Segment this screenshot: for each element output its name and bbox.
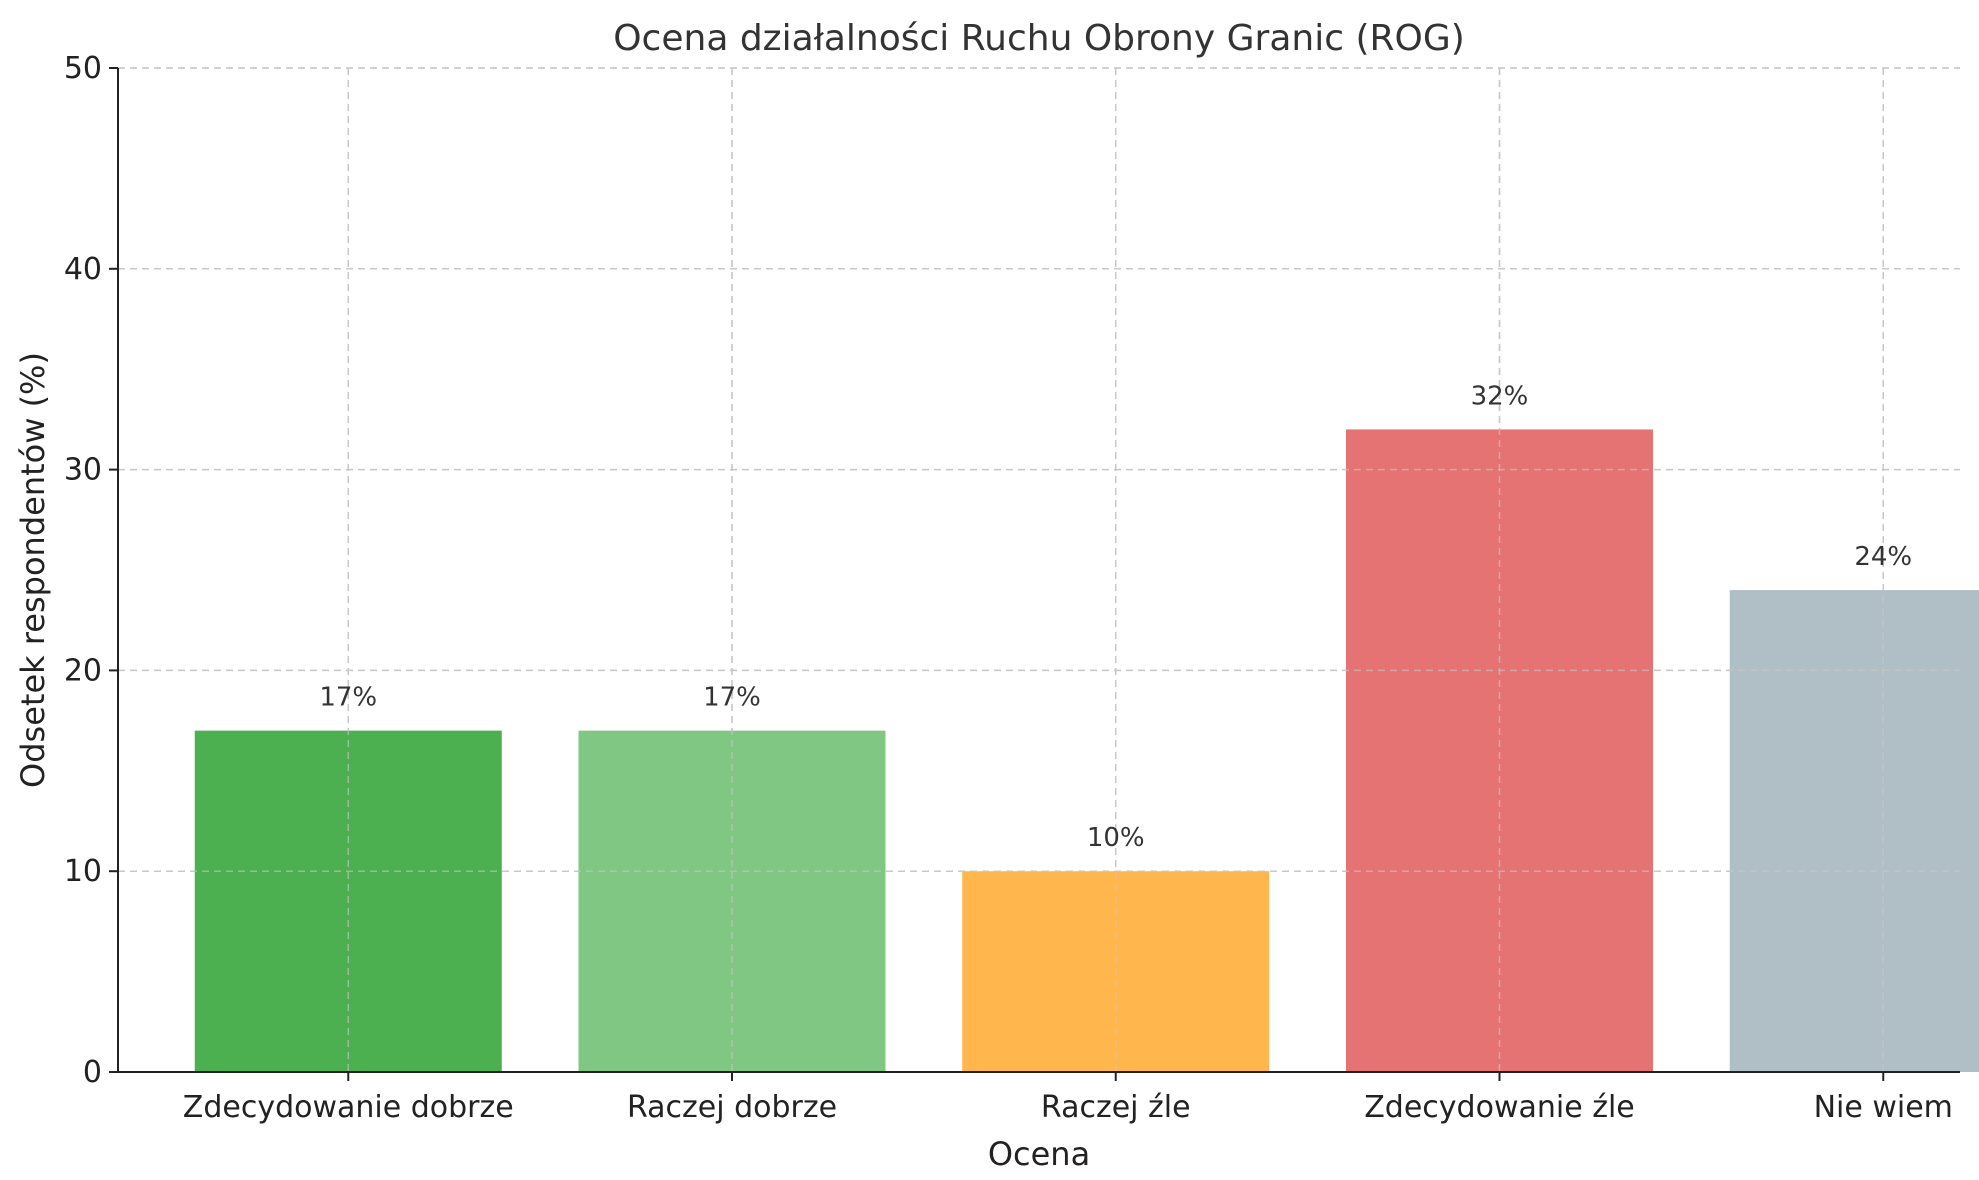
chart-title: Ocena działalności Ruchu Obrony Granic (… xyxy=(613,18,1465,59)
x-tick-label: Raczej dobrze xyxy=(627,1090,837,1125)
y-tick-label: 50 xyxy=(64,51,102,86)
y-tick-label: 30 xyxy=(64,453,102,488)
data-label: 17% xyxy=(703,683,761,713)
data-labels: 17% 17% 10% 32% 24% xyxy=(319,381,1912,853)
y-ticks: 0 10 20 30 40 50 xyxy=(64,51,118,1090)
data-label: 10% xyxy=(1087,823,1145,853)
x-axis-label: Ocena xyxy=(988,1135,1090,1173)
axes xyxy=(117,68,1960,1073)
data-label: 32% xyxy=(1471,381,1529,411)
x-tick-label: Nie wiem xyxy=(1814,1090,1953,1125)
x-ticks: Zdecydowanie dobrze Raczej dobrze Raczej ź… xyxy=(183,1072,1953,1125)
data-label: 24% xyxy=(1854,542,1912,572)
y-tick-label: 40 xyxy=(64,252,102,287)
y-tick-label: 10 xyxy=(64,854,102,889)
x-tick-label: Zdecydowanie źle xyxy=(1364,1090,1635,1125)
bars xyxy=(118,67,1979,1072)
x-tick-label: Raczej źle xyxy=(1041,1090,1191,1125)
x-tick-label: Zdecydowanie dobrze xyxy=(183,1090,514,1125)
y-tick-label: 0 xyxy=(83,1055,102,1090)
y-axis-label: Odsetek respondentów (%) xyxy=(14,352,52,788)
y-tick-label: 20 xyxy=(64,653,102,688)
data-label: 17% xyxy=(319,683,377,713)
bar xyxy=(1729,590,1979,1072)
